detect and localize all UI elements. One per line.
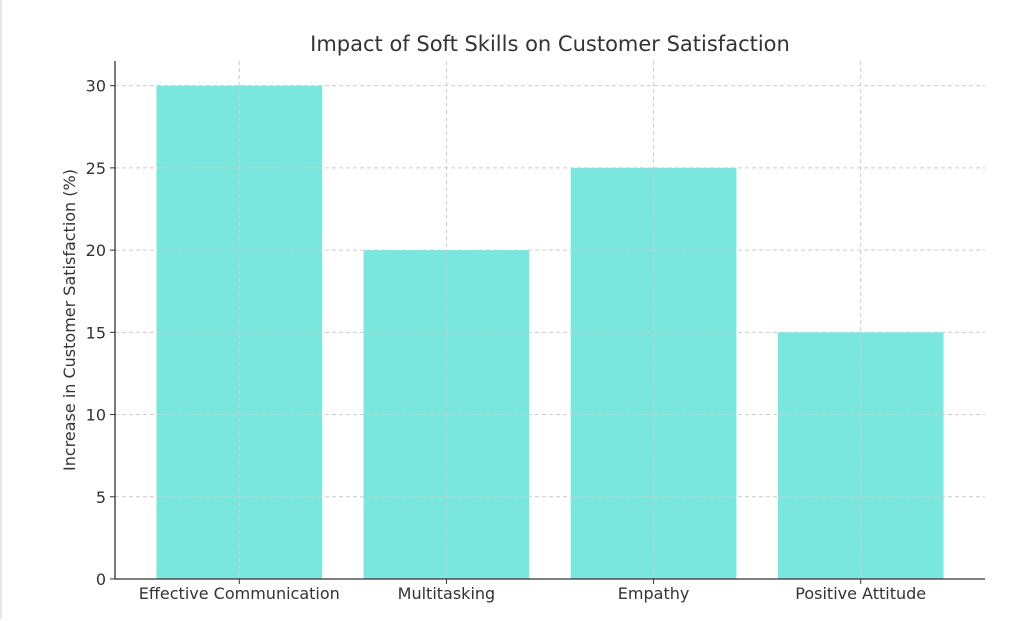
axes: 0 5 10 15 20 25 30 Effective Communication Multi… <box>86 61 985 603</box>
y-tick-label: 0 <box>96 570 106 589</box>
y-axis-label: Increase in Customer Satisfaction (%) <box>60 169 79 471</box>
y-tick-label: 5 <box>96 488 106 507</box>
y-tick-label: 25 <box>86 159 106 178</box>
x-tick-label: Positive Attitude <box>795 584 926 603</box>
y-tick-label: 10 <box>86 406 106 425</box>
y-tick-label: 30 <box>86 77 106 96</box>
y-tick-label: 20 <box>86 241 106 260</box>
y-tick-label: 15 <box>86 323 106 342</box>
grid-overlay <box>115 61 985 579</box>
x-tick-label: Multitasking <box>398 584 496 603</box>
x-tick-label: Empathy <box>618 584 690 603</box>
x-tick-label: Effective Communication <box>139 584 340 603</box>
chart-title: Impact of Soft Skills on Customer Satisf… <box>310 32 790 56</box>
